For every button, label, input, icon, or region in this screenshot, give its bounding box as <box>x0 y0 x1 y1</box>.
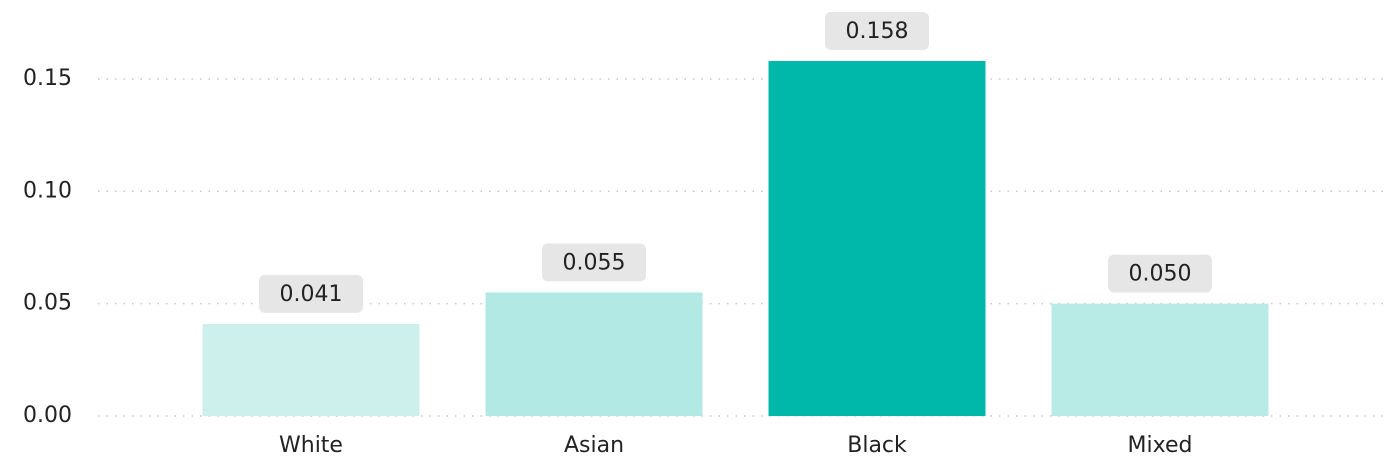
x-tick-label: White <box>279 433 343 458</box>
y-tick-label: 0.10 <box>23 178 72 203</box>
value-label-box <box>542 243 646 282</box>
value-label: 0.158 <box>846 19 909 44</box>
x-tick-label: Mixed <box>1128 433 1193 458</box>
bar <box>485 292 703 416</box>
y-tick-label: 0.00 <box>23 403 72 428</box>
value-label: 0.050 <box>1129 262 1192 287</box>
value-label: 0.041 <box>280 282 343 307</box>
value-label-box <box>825 11 929 50</box>
value-label-box <box>259 274 363 313</box>
y-tick-label: 0.05 <box>23 291 72 316</box>
x-tick-label: Black <box>847 433 907 458</box>
bar <box>202 323 420 416</box>
x-tick-label: Asian <box>564 433 624 458</box>
y-tick-label: 0.15 <box>23 66 72 91</box>
value-label: 0.055 <box>563 250 626 275</box>
bar <box>1051 303 1269 416</box>
value-label-box <box>1108 254 1212 293</box>
bar <box>768 60 986 416</box>
